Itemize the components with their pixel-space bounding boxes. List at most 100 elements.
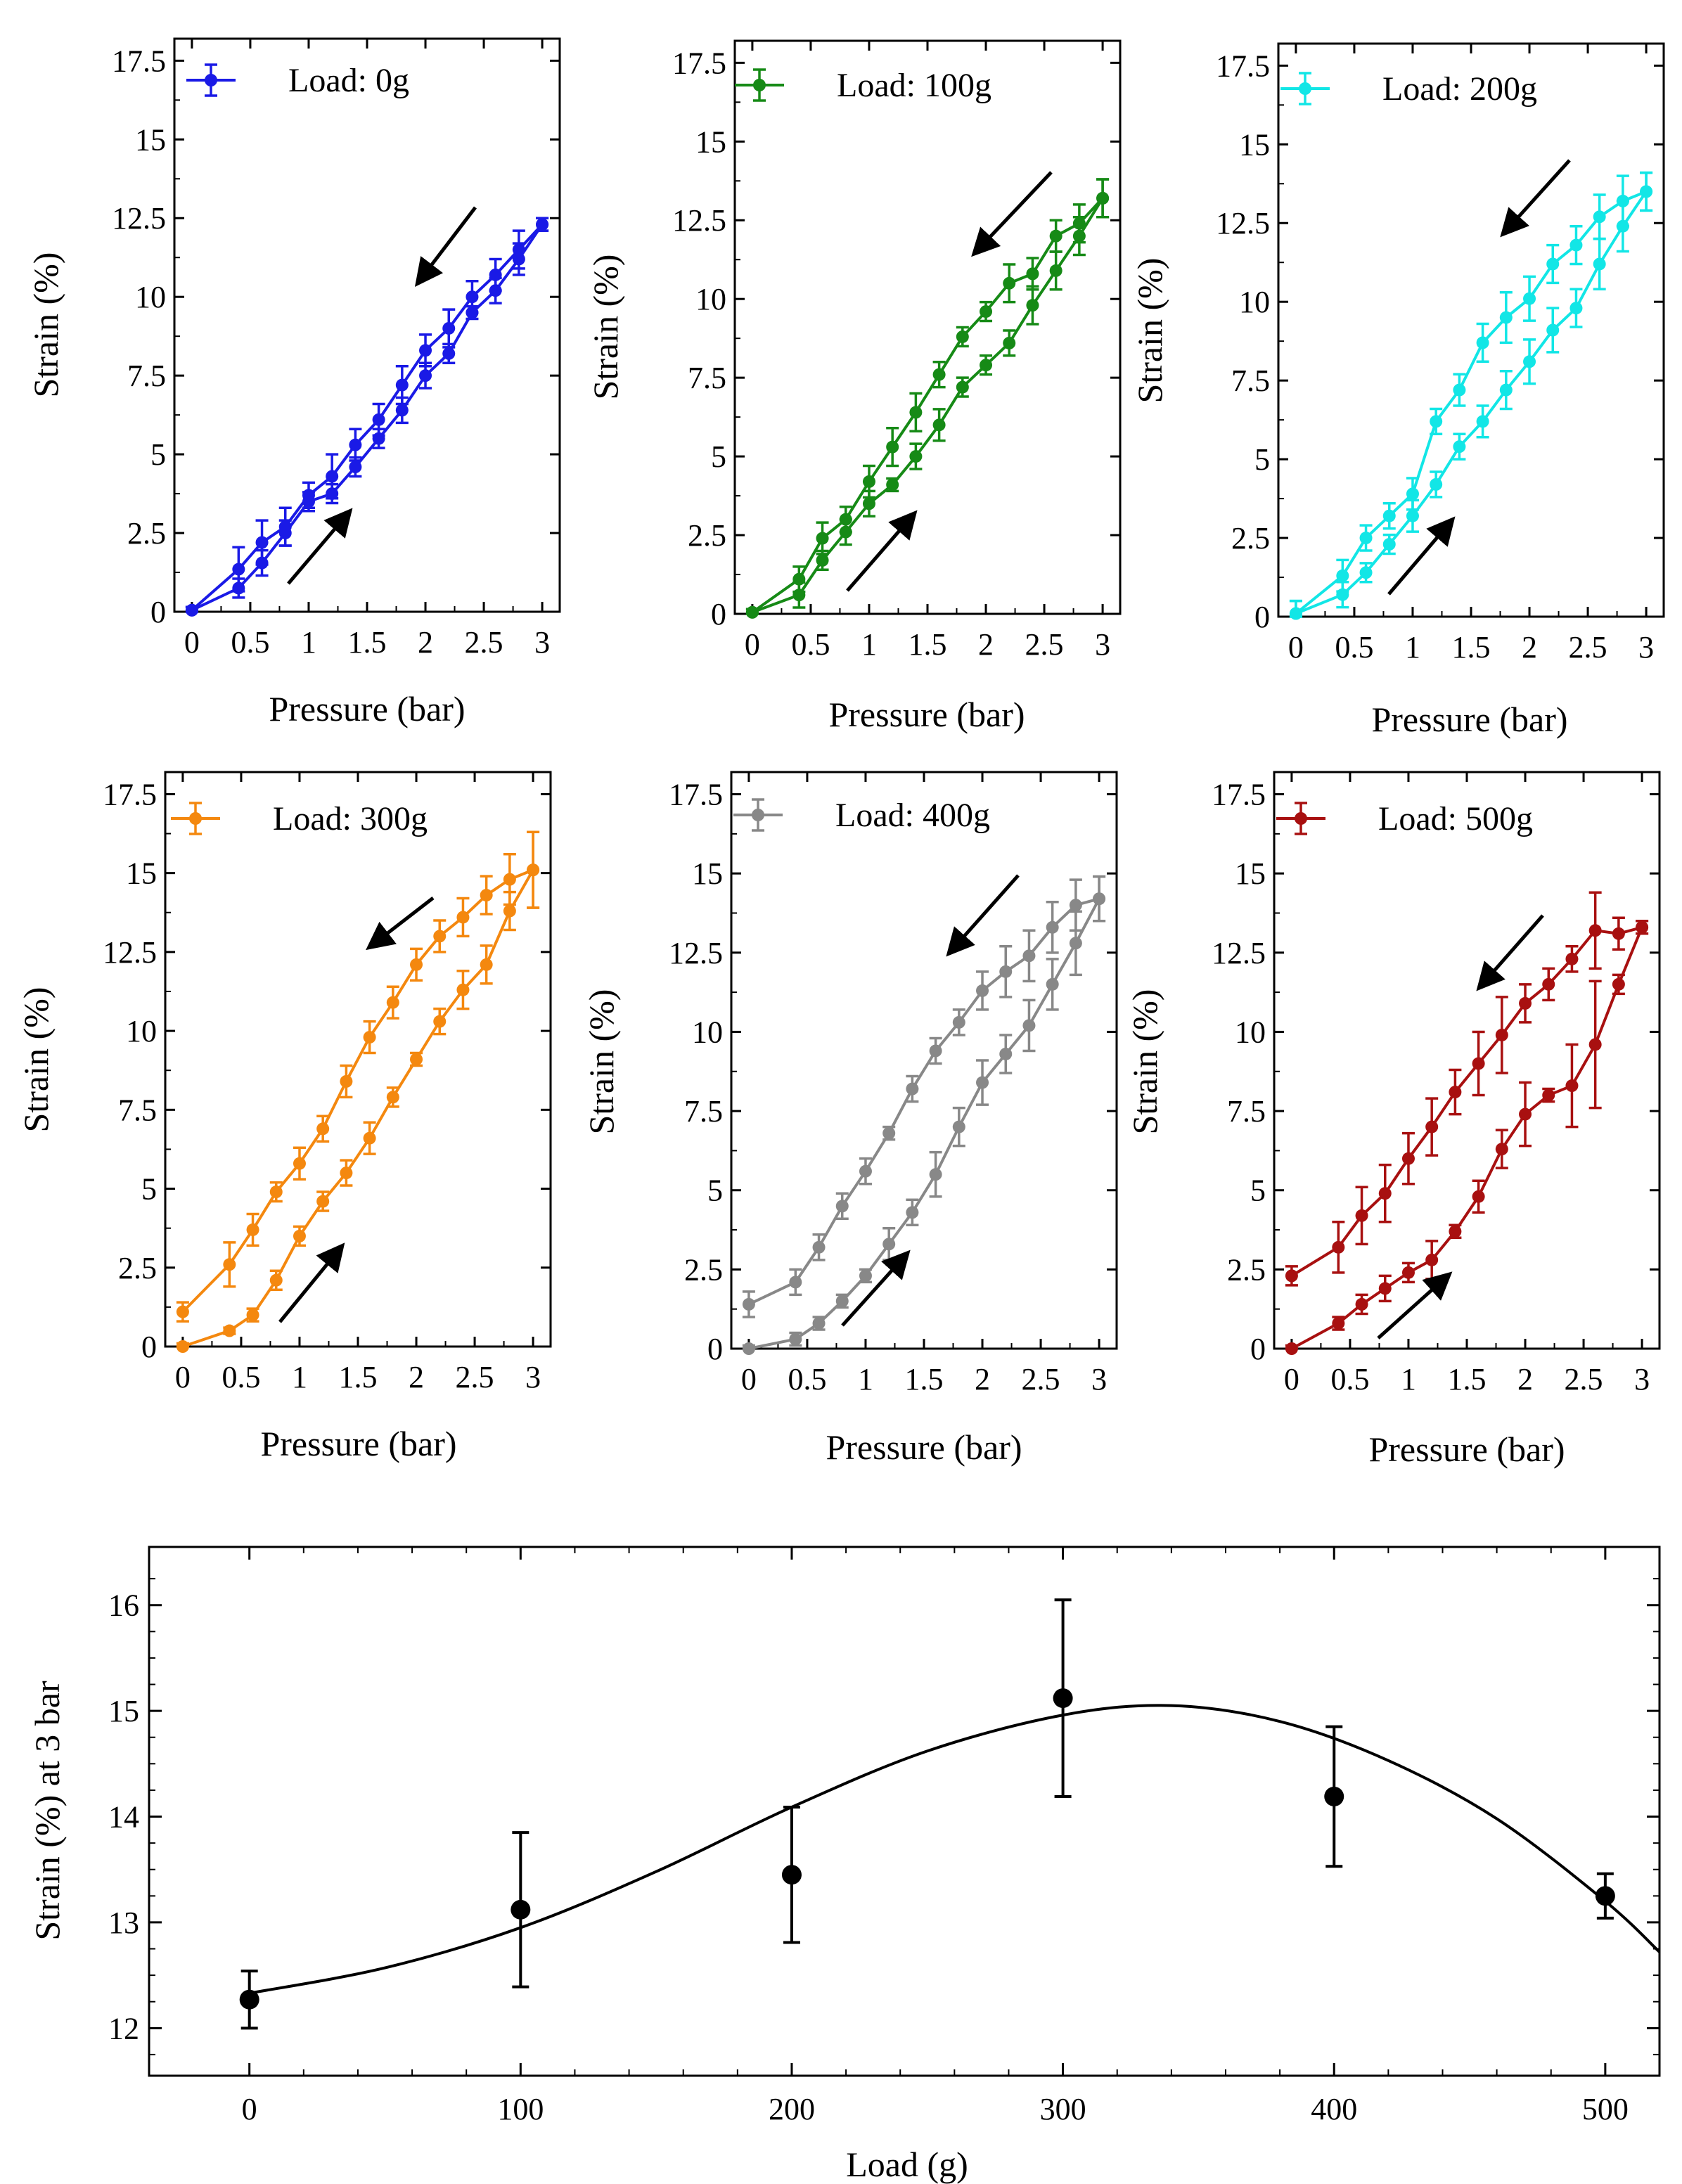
legend-label: Load: 300g bbox=[273, 800, 428, 837]
unloading-point bbox=[1565, 952, 1579, 965]
y-tick-label: 12.5 bbox=[112, 201, 166, 236]
unloading-point bbox=[812, 1240, 826, 1254]
x-tick-label: 1.5 bbox=[348, 625, 387, 660]
unloading-point bbox=[1406, 487, 1419, 501]
panel-load-500g: 0 2.5 5 7.5 10 12.5 15 17.5 0 0.5 1 1.5 2 2.5 3 Load:… bbox=[1125, 771, 1661, 1469]
data-point bbox=[239, 1989, 259, 2010]
unloading-point bbox=[1542, 977, 1555, 991]
y-tick-label: 10 bbox=[135, 280, 166, 314]
unloading-point bbox=[839, 513, 852, 526]
loading-point bbox=[1046, 977, 1059, 991]
loading-point bbox=[223, 1324, 236, 1337]
y-tick-label: 5 bbox=[1250, 1174, 1266, 1208]
x-tick-label: 1 bbox=[292, 1360, 307, 1394]
x-axis-label: Pressure (bar) bbox=[828, 695, 1025, 734]
legend: Load: 100g bbox=[735, 67, 991, 104]
unloading-point bbox=[1499, 311, 1513, 324]
unloading-point bbox=[929, 1044, 942, 1058]
unloading-point bbox=[302, 489, 315, 502]
loading-point bbox=[386, 1091, 399, 1104]
legend-marker bbox=[1280, 72, 1330, 105]
y-tick-label: 0 bbox=[150, 595, 166, 629]
unloading-point bbox=[480, 889, 493, 902]
legend-label: Load: 400g bbox=[835, 797, 990, 834]
y-axis-label: Strain (%) at 3 bar bbox=[27, 1681, 67, 1941]
loading-point bbox=[1593, 257, 1606, 271]
y-tick-labels: 0 2.5 5 7.5 10 12.5 15 17.5 bbox=[672, 46, 1120, 631]
legend-label: Load: 0g bbox=[288, 62, 409, 99]
unloading-point bbox=[1096, 191, 1110, 205]
loading-point bbox=[316, 1195, 330, 1208]
legend-marker bbox=[735, 68, 784, 102]
y-tick-label: 7.5 bbox=[127, 359, 166, 393]
unloading-point bbox=[976, 984, 989, 997]
x-tick-label: 2 bbox=[1522, 630, 1537, 664]
x-tick-label: 2.5 bbox=[1025, 627, 1064, 662]
x-tick-labels: 0 0.5 1 1.5 2 2.5 3 bbox=[184, 39, 550, 660]
unloading-point bbox=[1289, 607, 1302, 620]
legend: Load: 0g bbox=[186, 62, 409, 99]
y-tick-label: 12.5 bbox=[672, 203, 726, 238]
loading-point bbox=[1382, 538, 1396, 551]
loading-point bbox=[932, 418, 946, 432]
x-tick-label: 2.5 bbox=[465, 625, 503, 660]
unloading-point bbox=[419, 344, 432, 357]
y-tick-label: 5 bbox=[150, 437, 166, 472]
loading-point bbox=[1401, 1266, 1415, 1279]
fit-curve bbox=[249, 1704, 1661, 1995]
y-tick-label: 5 bbox=[707, 1174, 723, 1208]
unloading-point bbox=[340, 1074, 353, 1088]
plot-frame bbox=[1273, 771, 1661, 1350]
y-tick-label: 10 bbox=[1239, 285, 1270, 319]
y-tick-label: 7.5 bbox=[1227, 1094, 1266, 1129]
loading-point bbox=[1499, 383, 1513, 397]
unloading-point bbox=[999, 965, 1013, 978]
y-tick-label: 14 bbox=[108, 1800, 139, 1835]
unloading-point bbox=[1546, 257, 1560, 271]
loading-point bbox=[789, 1332, 802, 1346]
unloading-point bbox=[1612, 927, 1625, 940]
loading-point bbox=[293, 1229, 306, 1242]
x-tick-label: 0 bbox=[175, 1360, 191, 1394]
y-tick-label: 15 bbox=[695, 124, 726, 159]
y-axis-label: Strain (%) bbox=[16, 987, 56, 1133]
data-marks bbox=[1285, 891, 1649, 1355]
legend: Load: 300g bbox=[171, 800, 428, 837]
x-tick-label: 1.5 bbox=[339, 1360, 378, 1394]
unloading-point bbox=[1332, 1240, 1345, 1254]
x-tick-label: 300 bbox=[1040, 2092, 1086, 2126]
panel-load-100g: 0 2.5 5 7.5 10 12.5 15 17.5 0 0.5 1 1.5 2 2.5 3 Load:… bbox=[586, 39, 1122, 734]
unloading-point bbox=[932, 368, 946, 381]
x-tick-label: 0 bbox=[1284, 1362, 1299, 1396]
plot-frame bbox=[173, 37, 561, 613]
x-tick-label: 200 bbox=[769, 2092, 815, 2126]
y-tick-label: 2.5 bbox=[688, 518, 726, 553]
x-tick-label: 3 bbox=[1634, 1362, 1650, 1396]
loading-point bbox=[1069, 937, 1082, 950]
y-axis-label: Strain (%) bbox=[26, 252, 65, 398]
unloading-point bbox=[859, 1164, 872, 1178]
y-tick-label: 12.5 bbox=[1212, 936, 1266, 970]
loading-point bbox=[480, 958, 493, 971]
loading-point bbox=[433, 1015, 447, 1028]
data-point bbox=[1053, 1688, 1073, 1709]
loading-point bbox=[246, 1309, 259, 1322]
legend-label: Load: 200g bbox=[1382, 70, 1537, 108]
loading-point bbox=[952, 1120, 965, 1133]
x-tick-label: 3 bbox=[1091, 1362, 1107, 1396]
x-tick-label: 0.5 bbox=[231, 625, 269, 660]
unloading-point bbox=[1449, 1086, 1462, 1099]
unloading-point bbox=[363, 1031, 376, 1044]
y-tick-label: 15 bbox=[135, 122, 166, 157]
loading-point bbox=[909, 450, 923, 463]
x-axis-label: Load (g) bbox=[846, 2145, 968, 2184]
y-tick-label: 2.5 bbox=[1227, 1252, 1266, 1287]
unloading-point bbox=[1072, 217, 1086, 230]
loading-point bbox=[1476, 415, 1489, 428]
data-marks bbox=[176, 830, 540, 1353]
data-point bbox=[511, 1899, 531, 1920]
unloading-point bbox=[246, 1223, 259, 1236]
loading-point bbox=[1453, 440, 1466, 454]
x-tick-label: 2 bbox=[1517, 1362, 1533, 1396]
loading-point bbox=[835, 1295, 849, 1308]
